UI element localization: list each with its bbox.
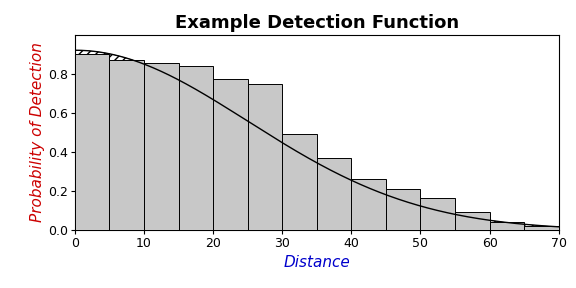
Bar xyxy=(144,63,179,230)
Bar xyxy=(455,212,490,230)
Bar xyxy=(317,158,351,230)
Bar xyxy=(282,134,317,230)
Bar xyxy=(420,198,455,230)
Bar xyxy=(248,84,282,230)
Bar xyxy=(75,54,109,230)
Y-axis label: Probability of Detection: Probability of Detection xyxy=(30,43,45,222)
Bar xyxy=(490,221,524,230)
X-axis label: Distance: Distance xyxy=(283,255,350,270)
Bar xyxy=(386,189,420,230)
Bar xyxy=(109,60,144,230)
Title: Example Detection Function: Example Detection Function xyxy=(175,14,459,32)
Bar xyxy=(179,66,213,230)
Bar xyxy=(524,226,559,230)
Bar xyxy=(213,79,248,230)
Bar xyxy=(351,179,386,230)
